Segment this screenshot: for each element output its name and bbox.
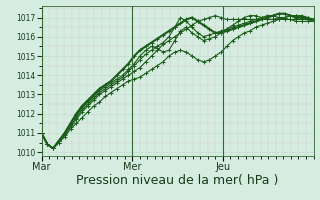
X-axis label: Pression niveau de la mer( hPa ): Pression niveau de la mer( hPa ) [76,174,279,187]
